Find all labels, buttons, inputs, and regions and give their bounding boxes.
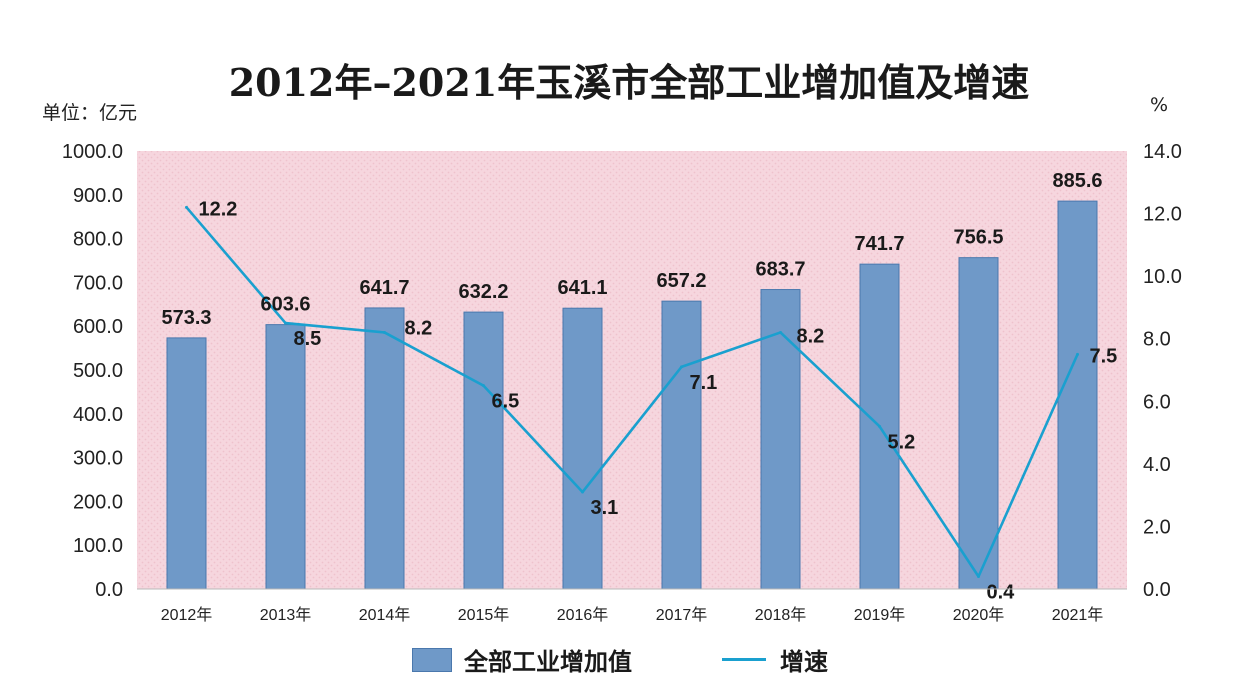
bar — [1057, 200, 1098, 590]
growth-point — [878, 424, 881, 428]
x-tick-label: 2021年 — [1052, 606, 1104, 624]
bar — [661, 300, 702, 590]
bar-value-label: 756.5 — [953, 227, 1003, 249]
x-tick-label: 2017年 — [656, 606, 708, 624]
legend: 全部工业增加值 增速 — [0, 642, 1258, 682]
y-right-tick-label: 8.0 — [1143, 329, 1171, 351]
bar — [463, 311, 504, 590]
growth-point — [779, 330, 782, 334]
y-left-tick-label: 500.0 — [73, 360, 123, 382]
bar — [760, 289, 801, 590]
y-left-tick-label: 300.0 — [73, 448, 123, 470]
bar — [958, 257, 999, 590]
legend-line-label: 增速 — [780, 648, 828, 676]
bar-value-label: 632.2 — [458, 281, 508, 303]
growth-point — [581, 490, 584, 494]
legend-item-line: 增速 — [722, 642, 828, 677]
growth-value-label: 7.1 — [690, 372, 718, 394]
y-left-tick-label: 1000.0 — [62, 141, 123, 163]
growth-value-label: 3.1 — [591, 497, 619, 519]
growth-value-label: 12.2 — [199, 198, 238, 220]
y-left-tick-label: 400.0 — [73, 404, 123, 426]
legend-bar-swatch — [412, 647, 452, 672]
growth-value-label: 6.5 — [492, 391, 520, 413]
bar-value-label: 641.1 — [557, 277, 607, 299]
x-tick-label: 2020年 — [953, 606, 1005, 624]
growth-point — [1076, 352, 1079, 356]
y-right-tick-label: 6.0 — [1143, 391, 1171, 413]
bar-value-label: 573.3 — [161, 307, 211, 329]
growth-point — [185, 205, 188, 209]
bar — [166, 337, 207, 590]
legend-line-swatch — [722, 658, 766, 661]
chart-plot: 573.3 603.6 641.7 632.2 641.1 657.2 683.7 741.7… — [62, 141, 1182, 624]
growth-value-label: 7.5 — [1090, 345, 1118, 367]
x-tick-label: 2015年 — [458, 606, 510, 624]
growth-point — [482, 384, 485, 388]
y-left-tick-label: 700.0 — [73, 272, 123, 294]
y-right-tick-label: 12.0 — [1143, 204, 1182, 226]
bar-value-label: 683.7 — [755, 259, 805, 281]
chart-title: 2012年–2021年玉溪市全部工业增加值及增速 — [228, 60, 1030, 105]
x-tick-label: 2018年 — [755, 606, 807, 624]
growth-value-label: 5.2 — [888, 431, 916, 453]
legend-item-bar: 全部工业增加值 — [412, 642, 632, 677]
bar — [364, 307, 405, 590]
y-left-tick-label: 0.0 — [95, 579, 123, 601]
growth-value-label: 0.4 — [987, 581, 1016, 603]
growth-point — [383, 330, 386, 334]
legend-bar-label: 全部工业增加值 — [464, 648, 632, 676]
right-axis-unit: % — [1150, 94, 1169, 116]
growth-point — [284, 321, 287, 325]
growth-point — [977, 574, 980, 578]
bar — [562, 307, 603, 590]
y-left-tick-label: 100.0 — [73, 535, 123, 557]
left-axis-unit: 单位：亿元 — [42, 102, 138, 124]
bar-value-label: 741.7 — [854, 233, 904, 255]
y-left-tick-label: 600.0 — [73, 316, 123, 338]
bar-value-label: 603.6 — [260, 294, 310, 316]
y-right-tick-label: 14.0 — [1143, 141, 1182, 163]
bar-value-label: 641.7 — [359, 277, 409, 299]
growth-value-label: 8.2 — [405, 317, 433, 339]
y-right-tick-label: 0.0 — [1143, 579, 1171, 601]
y-left-tick-label: 900.0 — [73, 185, 123, 207]
x-tick-label: 2012年 — [161, 606, 213, 624]
y-right-tick-label: 2.0 — [1143, 516, 1171, 538]
x-tick-label: 2016年 — [557, 606, 609, 624]
x-tick-label: 2013年 — [260, 606, 312, 624]
y-left-tick-label: 200.0 — [73, 491, 123, 513]
x-tick-label: 2019年 — [854, 606, 906, 624]
y-left-tick-label: 800.0 — [73, 229, 123, 251]
bar — [265, 324, 306, 590]
growth-value-label: 8.2 — [797, 325, 825, 347]
bar-value-label: 885.6 — [1052, 170, 1102, 192]
growth-point — [680, 365, 683, 369]
x-tick-label: 2014年 — [359, 606, 411, 624]
y-right-tick-label: 4.0 — [1143, 454, 1171, 476]
growth-value-label: 8.5 — [294, 328, 322, 350]
bar-value-label: 657.2 — [656, 270, 706, 292]
y-right-tick-label: 10.0 — [1143, 266, 1182, 288]
growth-line — [185, 206, 1079, 578]
